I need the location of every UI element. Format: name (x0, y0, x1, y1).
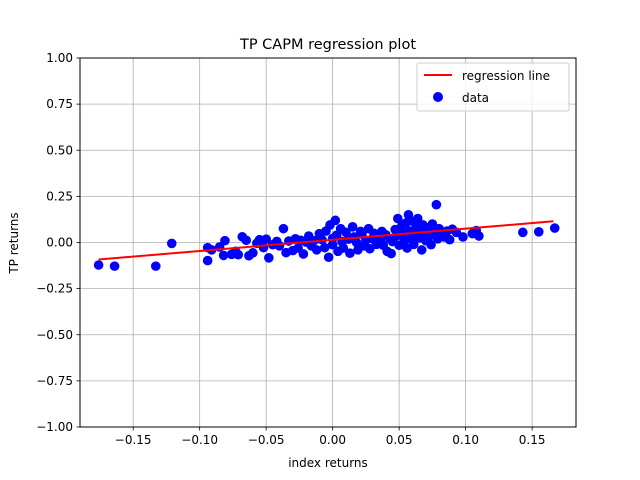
data-point (233, 249, 244, 260)
data-point (218, 250, 229, 261)
legend-dot-swatch (433, 92, 443, 102)
legend-label-data: data (462, 91, 489, 105)
x-tick-label: 0.00 (319, 433, 346, 447)
data-point (408, 239, 419, 250)
legend: regression line data (416, 62, 570, 112)
plot-area (93, 199, 560, 271)
data-point (458, 232, 468, 242)
data-point (319, 242, 330, 253)
y-tick-label: −0.25 (36, 282, 73, 296)
data-point (416, 245, 427, 255)
y-tick-label: −0.75 (36, 374, 73, 388)
x-tick-label: −0.05 (248, 433, 285, 447)
x-tick-label: 0.05 (386, 433, 413, 447)
data-point (323, 252, 334, 263)
data-point (444, 234, 455, 245)
y-tick-label: 1.00 (46, 51, 73, 65)
data-point (278, 223, 289, 234)
data-point (202, 255, 213, 266)
data-point (109, 261, 120, 271)
data-point (330, 215, 341, 226)
data-point (474, 231, 484, 241)
x-tick-label: 0.15 (519, 433, 546, 447)
data-point (412, 213, 423, 224)
data-point (220, 235, 230, 246)
data-point (338, 243, 349, 253)
data-point (393, 213, 403, 224)
x-axis-label: index returns (288, 456, 368, 470)
data-point (166, 238, 177, 249)
data-point (345, 248, 355, 259)
data-point (258, 242, 269, 253)
y-axis-label: TP returns (7, 212, 21, 274)
y-tick-label: 0.00 (46, 236, 73, 250)
x-axis: −0.15 −0.10 −0.05 0.00 0.05 0.10 0.15 (115, 427, 546, 447)
data-point (549, 223, 560, 233)
data-point (426, 239, 436, 250)
data-point (311, 245, 322, 255)
data-point (327, 239, 338, 250)
data-point (264, 253, 274, 263)
data-point (351, 237, 362, 248)
data-point (386, 248, 396, 259)
data-point (248, 248, 258, 258)
y-tick-label: 0.25 (46, 189, 73, 203)
data-point (241, 235, 252, 246)
data-point (518, 227, 528, 238)
legend-label-regression-line: regression line (462, 69, 550, 83)
x-tick-label: −0.15 (115, 433, 152, 447)
data-point (533, 226, 544, 237)
y-tick-label: −1.00 (36, 420, 73, 434)
x-tick-label: −0.10 (181, 433, 218, 447)
data-point (431, 199, 442, 210)
data-point (93, 260, 104, 270)
y-tick-label: 0.50 (46, 143, 73, 157)
data-point (261, 234, 271, 244)
regression-line (98, 220, 554, 261)
data-point (298, 249, 309, 259)
chart-title: TP CAPM regression plot (239, 37, 416, 53)
legend-frame (416, 62, 570, 112)
y-axis: 1.00 0.75 0.50 0.25 0.00 −0.25 −0.50 −0.75 −1.00 (36, 51, 80, 434)
x-tick-label: 0.10 (452, 433, 479, 447)
y-tick-label: −0.50 (36, 328, 73, 342)
data-point (347, 222, 358, 232)
data-point (150, 261, 161, 271)
y-tick-label: 0.75 (46, 97, 73, 111)
